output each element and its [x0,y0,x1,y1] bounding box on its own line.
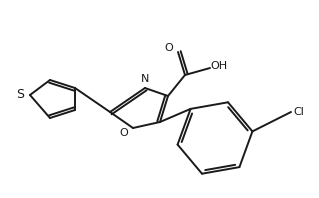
Text: OH: OH [211,61,227,71]
Text: S: S [16,88,24,101]
Text: Cl: Cl [293,107,304,117]
Text: O: O [165,43,173,53]
Text: N: N [141,74,149,84]
Text: O: O [120,128,128,138]
